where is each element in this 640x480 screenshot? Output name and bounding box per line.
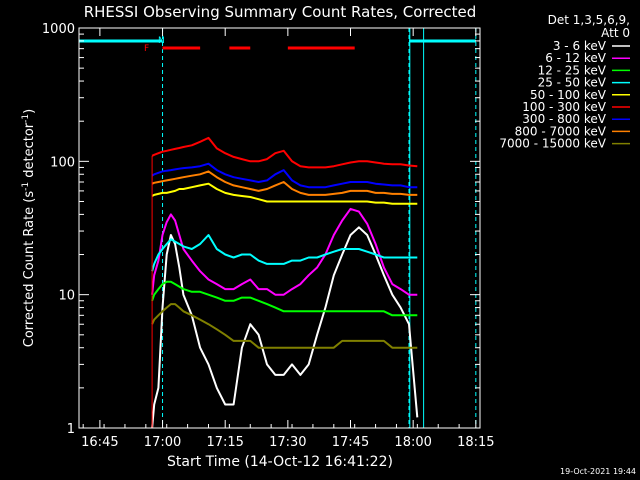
series-line-3 [151,234,418,272]
y-tick-label-0: 1 [67,422,75,437]
series-line-5 [151,136,418,169]
series-line-1 [151,207,418,296]
y-tick-label-1: 10 [58,289,75,304]
x-tick-label-0: 16:45 [81,435,118,450]
legend-label-4: 50 - 100 keV [530,88,607,102]
timestamp: 19-Oct-2021 19:44 [560,467,636,476]
legend-header-line1: Det 1,3,5,6,9, [548,13,630,27]
series-lines [151,136,419,429]
x-tick-label-6: 18:15 [457,435,494,450]
x-axis-label: Start Time (14-Oct-12 16:41:22) [167,454,393,470]
x-tick-label-5: 18:00 [394,435,431,450]
series-line-0 [151,226,419,429]
x-tick-label-3: 17:30 [269,435,306,450]
plot-axes-frame [78,27,481,429]
y-tick-label-3: 1000 [42,22,75,37]
legend-label-7: 800 - 7000 keV [515,124,607,138]
y-axis-ticks: 1 10 100 1000 [42,22,480,437]
x-tick-label-1: 17:00 [144,435,181,450]
series-line-6 [151,162,418,189]
flag-label-n: N [158,36,165,46]
legend-header-line2: Att 0 [601,26,630,40]
series-line-7 [151,170,418,196]
x-axis-ticks: 16:45 17:00 17:15 17:30 17:45 18:00 18:15 [81,28,495,450]
night-intervals [79,28,477,428]
legend-label-5: 100 - 300 keV [522,100,606,114]
legend-label-8: 7000 - 15000 keV [499,137,606,151]
flag-label-f: F [144,44,149,54]
series-line-4 [151,182,418,205]
series-line-8 [151,303,418,349]
legend-label-3: 25 - 50 keV [538,76,607,90]
legend-label-2: 12 - 25 keV [538,63,607,77]
legend-label-0: 3 - 6 keV [553,39,607,53]
x-tick-label-2: 17:15 [206,435,243,450]
legend-label-1: 6 - 12 keV [545,51,607,65]
chart-title: RHESSI Observing Summary Count Rates, Co… [84,3,477,21]
x-tick-label-4: 17:45 [332,435,369,450]
y-tick-label-2: 100 [50,155,75,170]
y-axis-label: Corrected Count Rate (s-1 detector-1) [21,109,37,347]
series-line-2 [151,280,418,317]
legend-label-6: 300 - 800 keV [522,112,606,126]
